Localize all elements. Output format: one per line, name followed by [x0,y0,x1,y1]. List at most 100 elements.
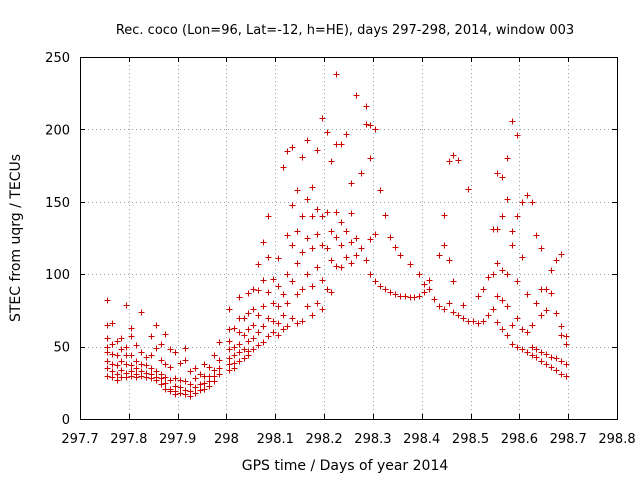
data-point [260,303,267,310]
data-point [245,326,252,333]
data-point [314,264,321,271]
data-point [490,306,497,313]
data-point [265,289,272,296]
data-point [284,300,291,307]
data-point [177,360,184,367]
data-point [358,245,365,252]
data-point [275,255,282,262]
data-point [143,374,150,381]
data-point [138,361,145,368]
data-point [148,333,155,340]
data-point [153,377,160,384]
data-point [548,364,555,371]
data-point [158,357,165,364]
data-point [162,380,169,387]
data-point [289,278,296,285]
data-point [299,318,306,325]
data-point [158,375,165,382]
data-point [226,326,233,333]
data-point [216,339,223,346]
data-point [211,367,218,374]
data-point [172,349,179,356]
data-point [475,320,482,327]
data-point [192,375,199,382]
x-tick-label: 298.5 [452,432,489,447]
data-point [280,291,287,298]
data-point [533,232,540,239]
data-point [226,306,233,313]
data-point [104,358,111,365]
data-point [363,103,370,110]
data-point [167,364,174,371]
data-point [289,144,296,151]
data-point [275,332,282,339]
data-point [455,312,462,319]
data-point [177,390,184,397]
data-point [114,377,121,384]
data-point [519,199,526,206]
data-point [563,341,570,348]
data-point [255,261,262,268]
data-point [158,381,165,388]
data-point [450,309,457,316]
plot-frame [80,57,618,420]
data-point [143,362,150,369]
data-point [162,361,169,368]
data-point [245,290,252,297]
data-point [553,310,560,317]
data-point [529,352,536,359]
data-point [177,377,184,384]
data-point [558,251,565,258]
data-point [397,252,404,259]
data-point [260,339,267,346]
data-point [128,333,135,340]
data-point [241,315,248,322]
data-point [363,121,370,128]
data-point [480,318,487,325]
data-point [319,306,326,313]
data-point [485,312,492,319]
data-point [524,192,531,199]
data-point [304,196,311,203]
data-point [299,286,306,293]
data-point [304,235,311,242]
data-point [348,260,355,267]
data-point [138,349,145,356]
data-point [216,365,223,372]
data-point [475,293,482,300]
data-point [333,71,340,78]
x-tick-label: 297.8 [110,432,147,447]
data-point [265,213,272,220]
data-point [499,174,506,181]
data-point [519,346,526,353]
data-point [280,312,287,319]
data-point [519,326,526,333]
data-point [118,346,125,353]
data-point [514,315,521,322]
data-point [158,341,165,348]
data-point [367,155,374,162]
data-point [387,234,394,241]
data-point [441,242,448,249]
data-point [299,249,306,256]
data-point [304,303,311,310]
data-point [255,342,262,349]
data-point [182,345,189,352]
data-point [226,346,233,353]
data-point [236,349,243,356]
data-point [353,252,360,259]
data-point [543,286,550,293]
data-point [197,381,204,388]
data-point [514,344,521,351]
data-point [548,354,555,361]
data-point [348,180,355,187]
data-point [255,312,262,319]
data-point [162,331,169,338]
data-point [333,234,340,241]
data-point [382,212,389,219]
data-point [206,364,213,371]
data-point [104,297,111,304]
data-point [494,226,501,233]
data-point [270,329,277,336]
data-point [509,341,516,348]
